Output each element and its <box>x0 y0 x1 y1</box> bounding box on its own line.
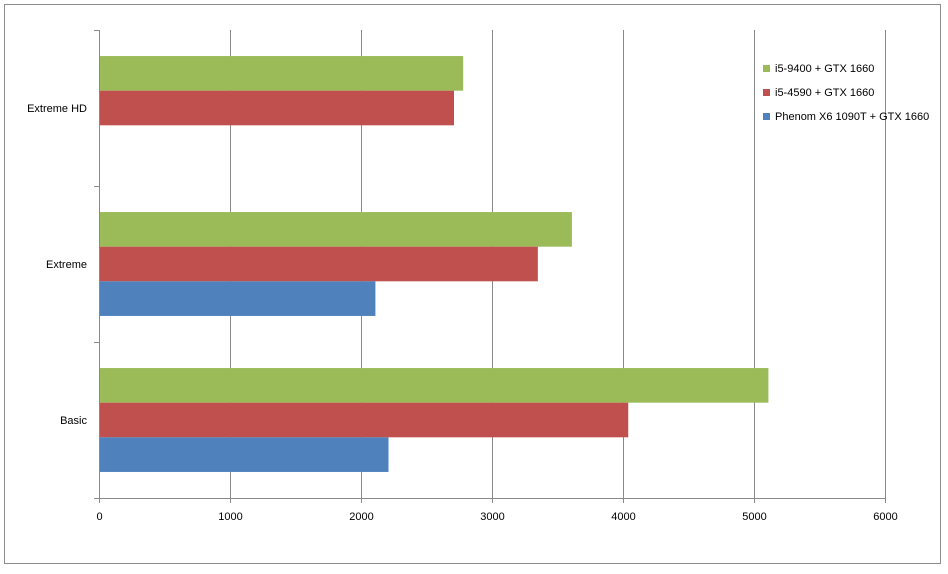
bar <box>100 437 389 472</box>
x-tick-label: 6000 <box>873 511 897 523</box>
category-label: Extreme HD <box>27 103 87 115</box>
bar <box>100 402 629 438</box>
x-tick-label: 5000 <box>742 511 766 523</box>
legend-entry: i5-9400 + GTX 1660 <box>775 63 874 75</box>
legend-swatch <box>763 89 770 96</box>
bar <box>100 212 572 247</box>
x-tick-labels: 0 1000 2000 3000 4000 5000 6000 <box>96 511 897 523</box>
bar <box>100 368 769 403</box>
bar <box>100 281 376 316</box>
category-label: Extreme <box>46 259 87 271</box>
x-tick-label: 3000 <box>480 511 504 523</box>
legend-entry: i5-4590 + GTX 1660 <box>775 87 874 99</box>
bar <box>100 246 538 282</box>
legend-swatch <box>763 113 770 120</box>
x-tick-label: 0 <box>96 511 102 523</box>
bars <box>100 56 769 472</box>
axes <box>94 30 886 503</box>
legend: i5-9400 + GTX 1660 i5-4590 + GTX 1660 Phen… <box>763 63 929 123</box>
category-label: Basic <box>60 415 87 427</box>
x-tick-label: 2000 <box>349 511 373 523</box>
legend-entry: Phenom X6 1090T + GTX 1660 <box>775 111 929 123</box>
bar <box>100 56 464 91</box>
x-tick-label: 4000 <box>611 511 635 523</box>
x-tick-label: 1000 <box>218 511 242 523</box>
bar <box>100 90 455 126</box>
category-labels: Extreme HD Extreme Basic <box>27 103 87 427</box>
legend-swatch <box>763 65 770 72</box>
